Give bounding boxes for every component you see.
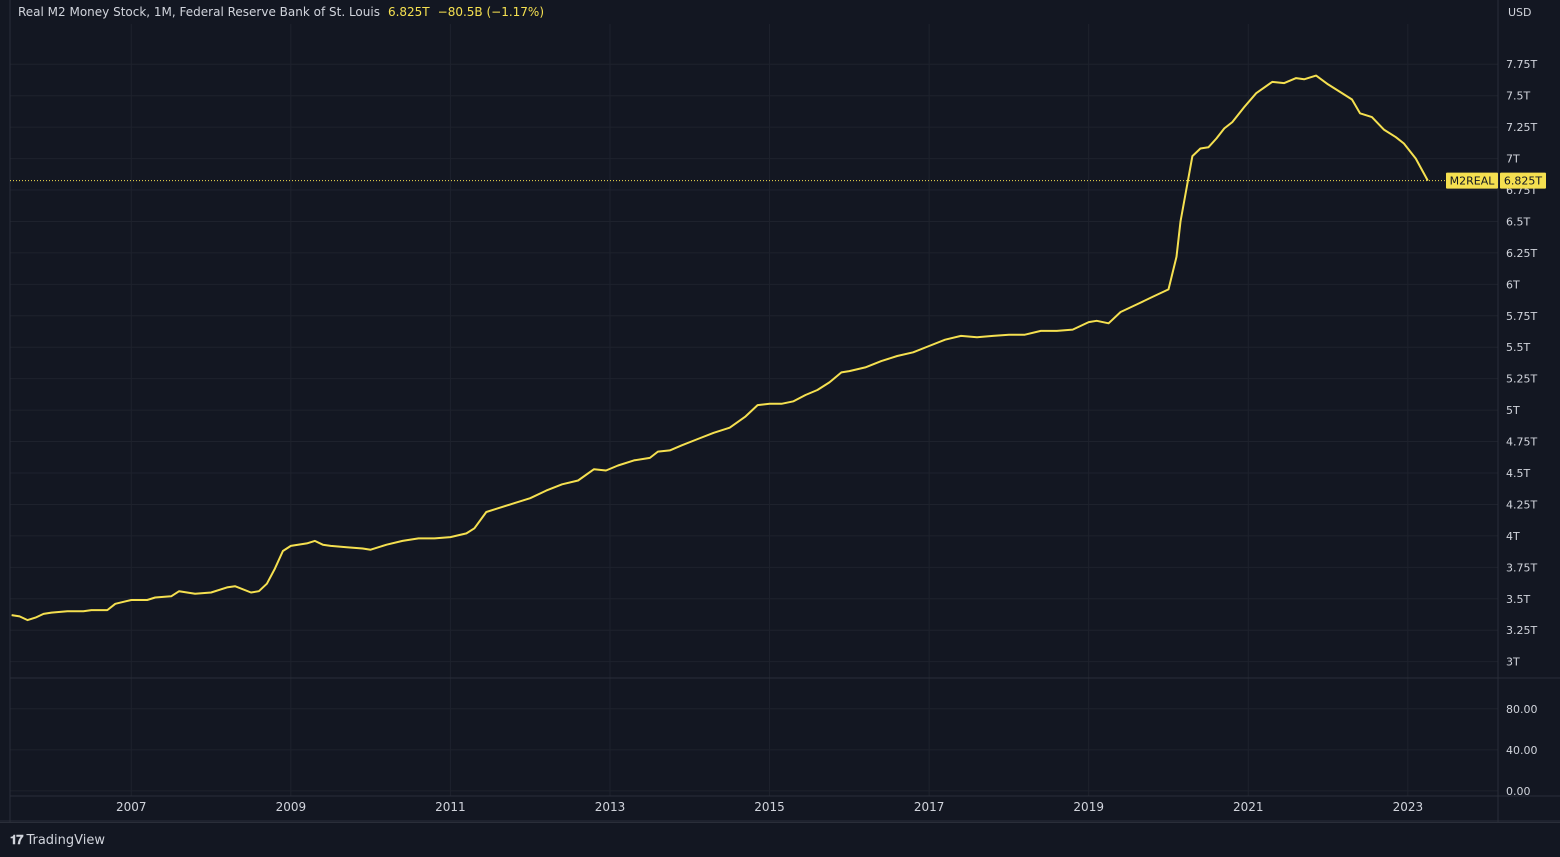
lower-tick-label: 40.00 — [1506, 744, 1538, 757]
m2real-series-line — [11, 74, 1429, 622]
y-tick-label: 6.5T — [1506, 215, 1530, 228]
chart-legend[interactable]: Real M2 Money Stock, 1M, Federal Reserve… — [18, 5, 544, 19]
lower-tick-label: 80.00 — [1506, 703, 1538, 716]
x-tick-label: 2019 — [1073, 800, 1104, 814]
brand-name: TradingView — [26, 832, 106, 848]
symbol-tag-label: M2REAL — [1450, 175, 1496, 188]
y-tick-label: 5.5T — [1506, 341, 1530, 354]
symbol-tag-bg — [1446, 172, 1498, 189]
x-tick-label: 2009 — [276, 800, 307, 814]
y-tick-label: 5T — [1506, 404, 1520, 417]
legend-title: Real M2 Money Stock, 1M, Federal Reserve… — [18, 5, 380, 19]
y-tick-label: 6.25T — [1506, 247, 1537, 260]
last-price-tag: M2REAL 6.825T — [1446, 172, 1546, 189]
y-tick-label: 7T — [1506, 153, 1520, 166]
price-axis[interactable]: 3T 3.25T 3.5T 3.75T 4T 4.25T 4.5T 4.75T 5T 5.25T 5… — [1506, 58, 1537, 668]
time-axis[interactable]: 2007 2009 2011 2013 2015 2017 2019 2021 2023 — [116, 800, 1423, 814]
chart[interactable]: 3T 3.25T 3.5T 3.75T 4T 4.25T 4.5T 4.75T 5T 5.25T 5… — [0, 0, 1560, 822]
tradingview-brand[interactable]: 𝟏𝟕 TradingView — [10, 833, 105, 848]
y-tick-label: 4.75T — [1506, 436, 1537, 449]
x-tick-label: 2021 — [1233, 800, 1264, 814]
y-tick-label: 3.75T — [1506, 561, 1537, 574]
tradingview-logo-icon: 𝟏𝟕 — [10, 832, 24, 848]
legend-last-value: 6.825T — [387, 5, 430, 19]
y-tick-label: 4T — [1506, 530, 1520, 543]
x-tick-label: 2023 — [1393, 800, 1424, 814]
x-tick-label: 2011 — [435, 800, 466, 814]
y-tick-label: 3.25T — [1506, 624, 1537, 637]
lower-pane-axis: 0.00 40.00 80.00 — [1506, 703, 1538, 798]
pane-separators — [0, 0, 1560, 822]
y-tick-label: 3.5T — [1506, 593, 1530, 606]
y-tick-label: 4.5T — [1506, 467, 1530, 480]
lower-tick-label: 0.00 — [1506, 785, 1531, 798]
y-tick-label: 7.75T — [1506, 58, 1537, 71]
y-tick-label: 5.75T — [1506, 310, 1537, 323]
currency-label[interactable]: USD — [1508, 6, 1532, 19]
y-tick-label: 6T — [1506, 278, 1520, 291]
value-tag-label: 6.825T — [1504, 175, 1542, 188]
x-tick-label: 2013 — [595, 800, 626, 814]
x-tick-label: 2015 — [754, 800, 785, 814]
legend-change: −80.5B (−1.17%) — [437, 5, 544, 19]
y-tick-label: 7.25T — [1506, 121, 1537, 134]
x-tick-label: 2017 — [914, 800, 945, 814]
y-tick-label: 5.25T — [1506, 373, 1537, 386]
y-tick-label: 7.5T — [1506, 90, 1530, 103]
grid — [10, 24, 1498, 796]
footer-bar: 𝟏𝟕 TradingView — [0, 822, 1560, 857]
value-tag-bg — [1500, 172, 1546, 189]
y-tick-label: 3T — [1506, 656, 1520, 669]
x-tick-label: 2007 — [116, 800, 147, 814]
y-tick-label: 4.25T — [1506, 498, 1537, 511]
